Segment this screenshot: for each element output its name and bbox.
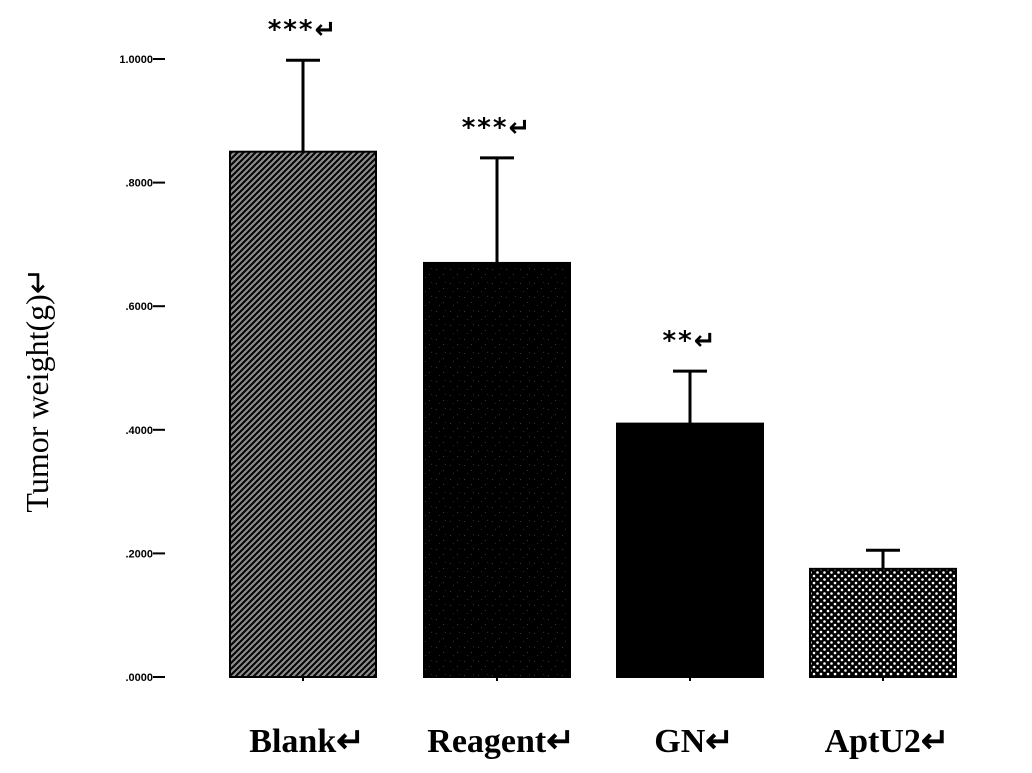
bar-4 [809,567,957,678]
y-axis-title: Tumor weight(g)↵ [19,267,55,512]
y-tick-label: .0000 [125,672,153,684]
y-tick-label: .6000 [125,301,153,313]
bar-3 [616,422,764,678]
bars-group [229,150,957,678]
significance-label: ***↵ [268,15,339,45]
bar-2 [423,261,571,678]
y-tick-label: .2000 [125,548,153,560]
y-tick-label: 1.0000 [119,54,153,66]
category-label: Blank↵ [249,723,364,760]
significance-group: ***↵ ***↵ **↵ [268,15,718,356]
error-bars-group [286,58,900,681]
bar-1 [229,150,377,678]
category-label: Reagent↵ [427,723,574,760]
category-label: GN↵ [654,723,734,760]
y-tick-label: .4000 [125,425,153,437]
x-axis-labels: Blank↵ Reagent↵ GN↵ AptU2↵ [249,723,949,760]
y-axis: .0000 .2000 .4000 .6000 .8000 1.0000 [119,54,165,684]
significance-label: **↵ [663,326,718,356]
category-label: AptU2↵ [825,723,950,760]
significance-label: ***↵ [462,113,533,143]
y-tick-label: .8000 [125,178,153,190]
